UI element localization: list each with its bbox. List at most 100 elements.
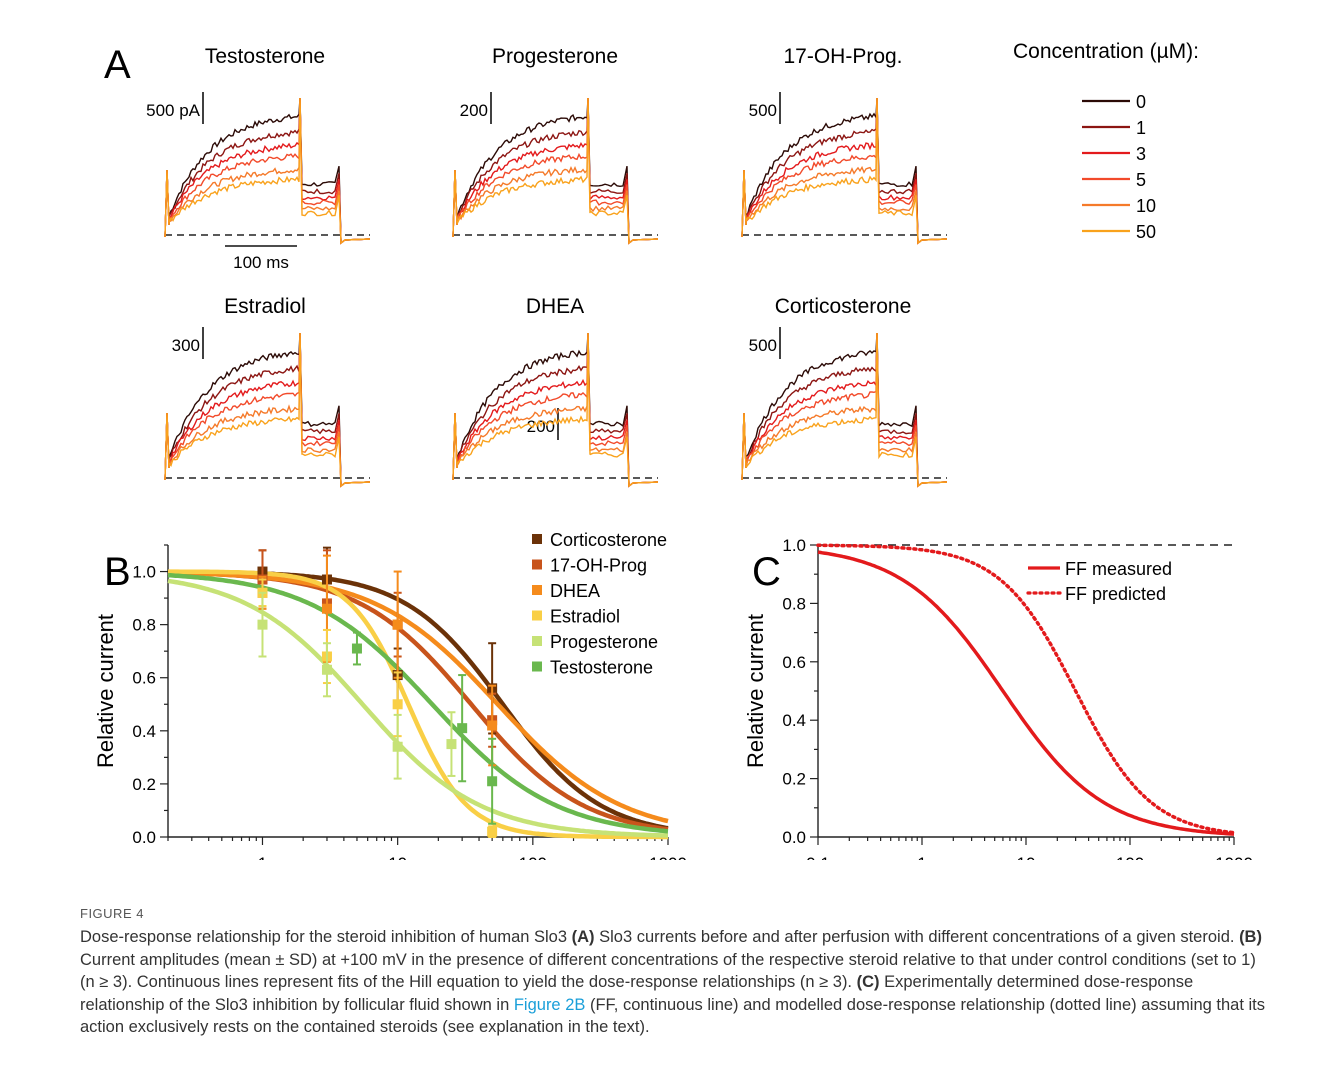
scale-label: 500 pA [146,101,201,120]
current-trace [452,332,659,488]
x-tick-label: 100 [519,854,547,860]
current-trace [452,332,659,488]
legend-label: Progesterone [550,632,658,652]
trace-title: 17-OH-Prog. [783,45,902,68]
data-point [487,720,498,731]
data-point [487,826,498,837]
x-tick-label: 0.1 [806,854,830,860]
concentration-legend: Concentration (µM): 0 1 3 5 10 50 [1013,40,1199,242]
current-trace [452,97,659,245]
legend-label: DHEA [550,581,600,601]
data-point [457,723,468,734]
caption-c-text-1: Experimentally determined dose-response … [80,973,1194,1014]
data-point [392,741,403,752]
y-tick-label: 0.6 [782,653,806,672]
y-tick-label: 0.8 [782,594,806,613]
current-trace [452,97,659,245]
x-tick-label: 1000 [649,854,687,860]
data-point [392,699,403,710]
legend-marker [532,585,542,595]
data-point [321,664,332,675]
y-tick-label: 0.0 [132,828,156,847]
x-tick-label: 100 [1116,854,1144,860]
y-tick-label: 0.2 [132,775,156,794]
fit-curve [167,578,668,838]
current-trace [452,332,659,488]
current-trace [741,332,948,488]
legend-marker [532,636,542,646]
current-trace [164,332,371,488]
scale-label: 500 [749,336,777,355]
current-trace [452,97,659,245]
current-trace [452,97,659,245]
legend-label: Estradiol [550,607,620,627]
current-trace [741,97,948,245]
current-trace [164,332,371,488]
chart-b: 11010010000.00.20.40.60.81.0Steroids (µM… [93,530,687,860]
current-trace [741,97,948,245]
legend-label: 5 [1136,170,1146,190]
data-point [446,739,457,750]
current-trace [164,97,371,245]
legend-label: 50 [1136,222,1156,242]
legend-label: FF predicted [1065,584,1166,604]
data-point [392,619,403,630]
data-point [321,603,332,614]
y-tick-label: 0.0 [782,828,806,847]
scale-label: 200 [460,101,488,120]
current-trace [452,332,659,488]
caption-label: FIGURE 4 [80,906,144,921]
current-trace [741,97,948,245]
current-trace [452,97,659,245]
y-tick-label: 0.8 [132,616,156,635]
legend-label: 10 [1136,196,1156,216]
current-trace [452,332,659,488]
y-tick-label: 0.6 [132,669,156,688]
legend-marker [532,534,542,544]
y-axis-label: Relative current [743,614,768,768]
current-trace [741,97,948,245]
legend-label: 0 [1136,92,1146,112]
legend-label: Testosterone [550,658,653,678]
panel-letter-a: A [104,43,131,87]
y-tick-label: 1.0 [132,563,156,582]
current-trace [164,332,371,488]
current-trace [741,332,948,488]
scale-label: 500 [749,101,777,120]
fit-curve [816,543,1236,835]
y-tick-label: 0.4 [132,722,156,741]
fit-curve [817,550,1235,836]
caption-a-tag: (A) [571,928,595,946]
fit-curve [167,570,669,824]
concentration-legend-title: Concentration (µM): [1013,40,1199,63]
current-trace [164,332,371,488]
y-tick-label: 0.2 [782,770,806,789]
current-trace [741,332,948,488]
legend-label: Corticosterone [550,530,667,550]
data-point [487,776,498,787]
trace-title: Progesterone [492,45,618,68]
data-point [351,643,362,654]
caption-b-tag: (B) [1239,928,1262,946]
current-trace [741,97,948,245]
figure-caption: Dose-response relationship for the stero… [80,926,1270,1039]
current-trace [741,332,948,488]
current-traces: Testosterone 500 pA Progesterone 200 17-OH-P… [146,45,948,488]
legend-marker [532,610,542,621]
current-trace [452,97,659,245]
figure-2b-link[interactable]: Figure 2B [513,995,586,1014]
current-trace [164,97,371,245]
chart-c: 0.111010010000.00.20.40.60.81.0Follicula… [743,536,1253,860]
current-trace [164,97,371,245]
scale-label: 300 [172,336,200,355]
trace-title: DHEA [526,295,584,318]
figure-4: A B C Testosterone 500 pA Progesterone 200 1… [93,40,1253,860]
fit-curve [168,569,668,840]
trace-title: Estradiol [224,295,306,318]
x-tick-label: 1 [258,854,267,860]
current-trace [164,97,371,245]
current-trace [452,332,659,488]
trace-title: Corticosterone [775,295,912,318]
current-trace [741,97,948,245]
caption-a-text: Slo3 currents before and after perfusion… [599,928,1235,946]
